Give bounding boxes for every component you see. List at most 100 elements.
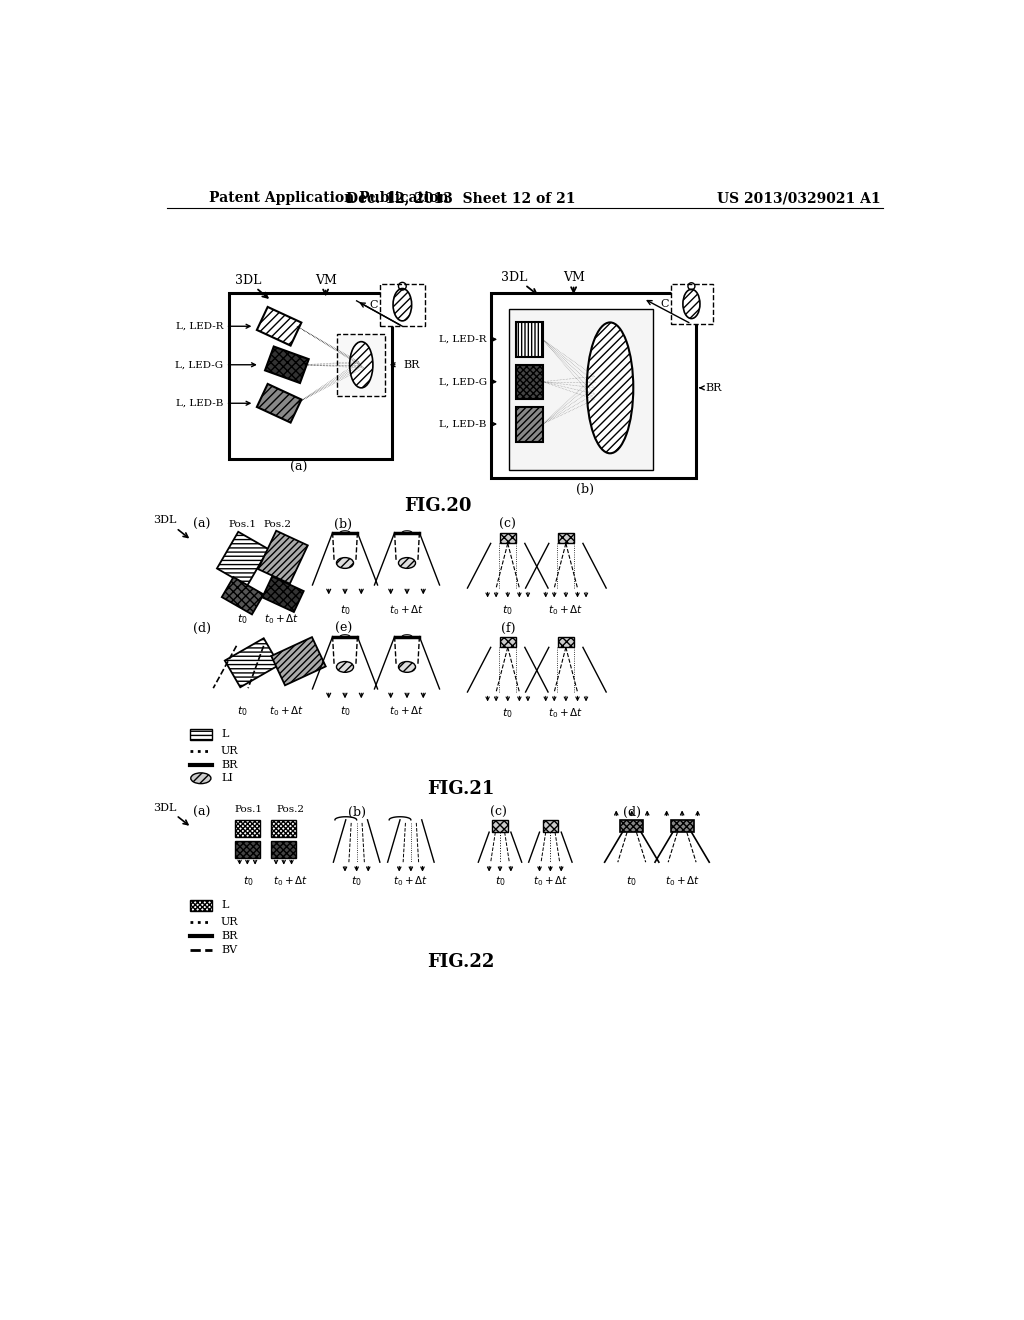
Text: LI: LI <box>221 774 232 783</box>
Ellipse shape <box>393 289 412 321</box>
Ellipse shape <box>398 661 416 672</box>
Text: UR: UR <box>221 917 239 927</box>
Ellipse shape <box>337 661 353 672</box>
Text: L, LED-R: L, LED-R <box>439 335 486 343</box>
Bar <box>228 293 391 459</box>
Bar <box>500 636 515 647</box>
Bar <box>515 407 543 442</box>
Text: Dec. 12, 2013  Sheet 12 of 21: Dec. 12, 2013 Sheet 12 of 21 <box>346 191 575 206</box>
Text: L, LED-G: L, LED-G <box>175 360 223 370</box>
Text: $t_0$: $t_0$ <box>340 705 350 718</box>
Text: BV: BV <box>221 945 238 954</box>
Bar <box>217 532 268 586</box>
Text: L: L <box>221 730 228 739</box>
Text: VM: VM <box>562 271 585 284</box>
Text: C: C <box>370 300 378 310</box>
Text: L, LED-B: L, LED-B <box>439 420 486 429</box>
Text: $t_0$: $t_0$ <box>238 705 248 718</box>
Text: US 2013/0329021 A1: US 2013/0329021 A1 <box>717 191 881 206</box>
Text: (f): (f) <box>501 622 515 635</box>
Bar <box>258 531 308 583</box>
Text: $t_0+\Delta t$: $t_0+\Delta t$ <box>273 875 308 888</box>
Text: VM: VM <box>314 273 337 286</box>
Bar <box>515 322 543 358</box>
Bar <box>271 841 296 858</box>
Text: L: L <box>221 900 228 911</box>
Bar <box>493 820 508 832</box>
Text: (b): (b) <box>335 519 352 532</box>
Bar <box>558 636 573 647</box>
Text: C: C <box>660 298 669 309</box>
Text: $t_0$: $t_0$ <box>340 603 350 616</box>
Text: BR: BR <box>221 760 238 770</box>
Bar <box>490 293 696 478</box>
Text: (d): (d) <box>623 805 641 818</box>
Bar <box>262 577 304 612</box>
Text: $t_0+\Delta t$: $t_0+\Delta t$ <box>548 603 584 616</box>
Text: $t_0$: $t_0$ <box>238 612 248 626</box>
Text: L, LED-R: L, LED-R <box>176 322 223 331</box>
Text: $t_0+\Delta t$: $t_0+\Delta t$ <box>389 705 425 718</box>
Text: (a): (a) <box>193 519 210 532</box>
Text: BR: BR <box>221 931 238 941</box>
Ellipse shape <box>683 289 700 318</box>
Text: (d): (d) <box>193 622 211 635</box>
Text: Patent Application Publication: Patent Application Publication <box>209 191 449 206</box>
Text: Pos.1: Pos.1 <box>228 520 257 529</box>
Text: (b): (b) <box>577 483 594 496</box>
Bar <box>671 820 693 832</box>
Text: (c): (c) <box>500 519 516 532</box>
Text: $t_0+\Delta t$: $t_0+\Delta t$ <box>264 612 299 626</box>
Text: BR: BR <box>706 383 722 393</box>
Text: Pos.2: Pos.2 <box>276 805 305 814</box>
Bar <box>558 533 573 544</box>
Ellipse shape <box>398 557 416 569</box>
Text: UR: UR <box>221 746 239 756</box>
Text: 3DL: 3DL <box>154 515 177 525</box>
Text: L, LED-B: L, LED-B <box>176 399 223 408</box>
Ellipse shape <box>587 322 633 453</box>
Bar <box>225 639 280 688</box>
Bar <box>509 309 652 470</box>
Ellipse shape <box>349 342 373 388</box>
Text: $t_0$: $t_0$ <box>503 706 513 721</box>
Text: $t_0$: $t_0$ <box>495 875 506 888</box>
Text: $t_0$: $t_0$ <box>503 603 513 616</box>
Text: 3DL: 3DL <box>501 271 527 284</box>
Bar <box>380 284 425 326</box>
Ellipse shape <box>337 557 353 569</box>
Text: $t_0$: $t_0$ <box>243 875 254 888</box>
Ellipse shape <box>190 774 211 784</box>
Bar <box>234 820 260 837</box>
Bar <box>337 334 385 396</box>
Bar <box>190 729 212 739</box>
Text: (a): (a) <box>290 462 307 474</box>
Bar <box>271 820 296 837</box>
Bar <box>500 533 515 544</box>
Text: Pos.2: Pos.2 <box>263 520 292 529</box>
Bar <box>515 364 543 400</box>
Bar <box>271 638 326 685</box>
Bar <box>190 900 212 911</box>
Text: Pos.1: Pos.1 <box>234 805 262 814</box>
Text: $t_0+\Delta t$: $t_0+\Delta t$ <box>665 875 699 888</box>
Text: $t_0+\Delta t$: $t_0+\Delta t$ <box>532 875 568 888</box>
Text: 3DL: 3DL <box>154 803 177 813</box>
Text: 3DL: 3DL <box>234 273 261 286</box>
Text: $t_0+\Delta t$: $t_0+\Delta t$ <box>389 603 425 616</box>
Text: $t_0+\Delta t$: $t_0+\Delta t$ <box>393 875 428 888</box>
Text: FIG.20: FIG.20 <box>404 498 472 515</box>
Text: (a): (a) <box>193 805 210 818</box>
Text: (b): (b) <box>347 805 366 818</box>
Bar <box>222 577 263 614</box>
Text: (c): (c) <box>490 805 507 818</box>
Text: BR: BR <box>403 360 420 370</box>
Text: FIG.21: FIG.21 <box>428 780 495 799</box>
Text: $t_0$: $t_0$ <box>627 875 637 888</box>
Text: $t_0$: $t_0$ <box>351 875 362 888</box>
Text: L, LED-G: L, LED-G <box>438 378 486 387</box>
Bar <box>621 820 643 832</box>
Bar <box>257 308 301 346</box>
Bar <box>234 841 260 858</box>
Bar <box>671 284 713 323</box>
